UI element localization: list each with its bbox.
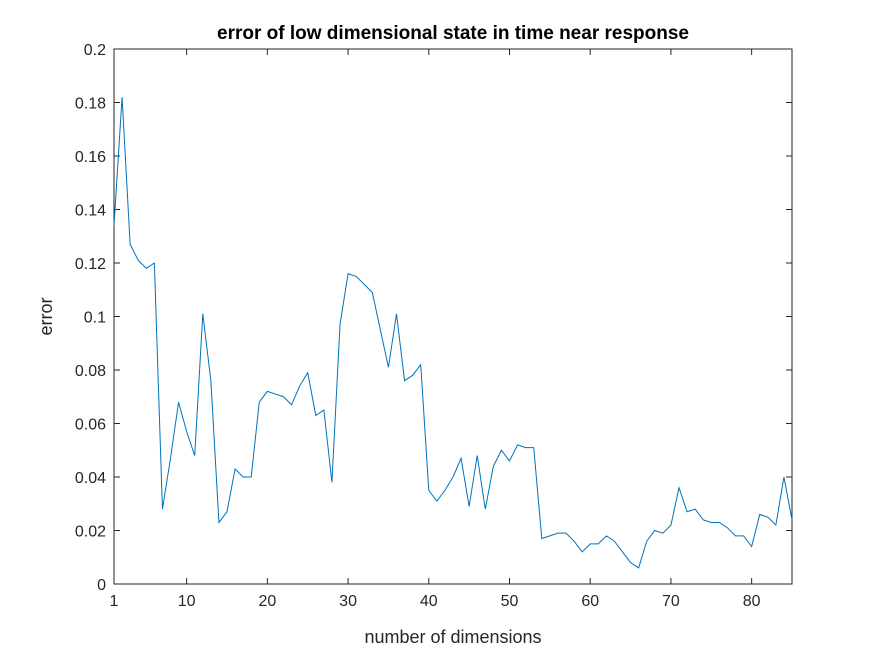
x-axis: 1 10 20 30 40 50 60 70 80 <box>110 49 761 610</box>
x-tick-label: 60 <box>581 593 599 610</box>
y-axis: 0 0.02 0.04 0.06 0.08 0.1 0.12 0.14 0.16 0.18 0.2 <box>75 42 792 594</box>
y-tick-label: 0 <box>97 577 106 594</box>
x-axis-label: number of dimensions <box>364 627 541 647</box>
chart-title: error of low dimensional state in time n… <box>217 23 689 44</box>
y-tick-label: 0.08 <box>75 363 106 380</box>
x-tick-label: 80 <box>743 593 761 610</box>
y-tick-label: 0.02 <box>75 524 106 541</box>
x-tick-label: 10 <box>178 593 196 610</box>
y-tick-label: 0.06 <box>75 417 106 434</box>
y-tick-label: 0.18 <box>75 96 106 113</box>
plot-area <box>113 48 793 585</box>
x-tick-label: 20 <box>258 593 276 610</box>
error-series-line <box>113 97 793 569</box>
x-tick-label: 1 <box>110 593 119 610</box>
y-tick-label: 0.1 <box>84 310 106 327</box>
y-tick-label: 0.14 <box>75 203 106 220</box>
y-tick-label: 0.04 <box>75 470 106 487</box>
y-tick-label: 0.16 <box>75 149 106 166</box>
y-axis-label: error <box>36 297 56 335</box>
x-tick-label: 70 <box>662 593 680 610</box>
x-tick-label: 30 <box>339 593 357 610</box>
y-tick-label: 0.2 <box>84 42 106 59</box>
x-tick-label: 40 <box>420 593 438 610</box>
x-tick-label: 50 <box>501 593 519 610</box>
y-tick-label: 0.12 <box>75 256 106 273</box>
